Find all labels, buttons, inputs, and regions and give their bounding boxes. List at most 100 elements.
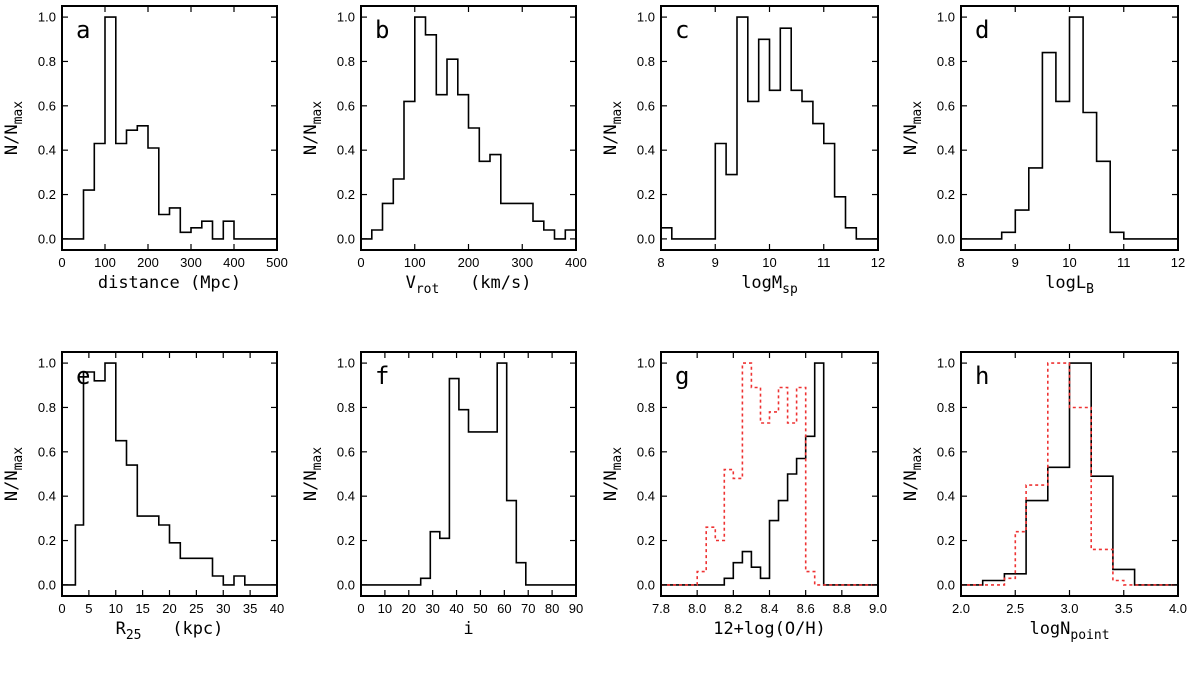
y-tick-label: 1.0 <box>337 356 355 371</box>
y-axis-label-sub: max <box>310 447 325 471</box>
x-tick-label: 9.0 <box>869 601 887 616</box>
y-axis-label-sub: max <box>610 101 625 125</box>
x-tick-label: 200 <box>137 255 159 270</box>
x-axis-label: 12+log(O/H) <box>713 619 826 639</box>
y-axis-label: N/Nmax <box>2 447 26 501</box>
x-tick-label: 10 <box>1062 255 1076 270</box>
y-tick-label: 0.6 <box>38 444 56 459</box>
y-axis-label-main: N/N <box>2 124 22 155</box>
x-axis-label-gap <box>142 619 173 639</box>
x-axis-label: logLB <box>1045 273 1094 297</box>
x-axis-label-main: R <box>116 619 127 639</box>
x-axis-label-unit: (kpc) <box>172 619 223 639</box>
y-tick-label: 0.4 <box>937 489 955 504</box>
x-axis-label-main: logL <box>1045 273 1086 293</box>
x-axis-label-main: distance (Mpc) <box>98 273 241 293</box>
y-axis-label-main: N/N <box>2 470 22 501</box>
x-tick-label: 25 <box>189 601 203 616</box>
panel-letter: a <box>76 16 90 44</box>
y-tick-label: 0.4 <box>337 143 355 158</box>
y-axis-label: N/Nmax <box>901 447 925 501</box>
plot-frame <box>61 5 278 251</box>
histogram-main-e <box>62 362 277 586</box>
y-axis-label-main: N/N <box>901 124 921 155</box>
y-tick-label: 0.8 <box>937 400 955 415</box>
x-axis-label-main: 12+log(O/H) <box>713 619 826 639</box>
x-axis-label: distance (Mpc) <box>98 273 241 293</box>
panel-letter: e <box>76 362 90 390</box>
x-axis-label: R25 (kpc) <box>116 619 224 643</box>
histogram-main-b <box>361 16 576 240</box>
y-tick-label: 1.0 <box>637 10 655 25</box>
y-tick-label: 0.2 <box>38 187 56 202</box>
x-axis-label-sub: rot <box>416 282 439 297</box>
histogram-main-f <box>361 362 576 586</box>
x-tick-label: 500 <box>266 255 288 270</box>
y-axis-label-sub: max <box>310 101 325 125</box>
y-tick-label: 0.4 <box>637 489 655 504</box>
y-axis-label-main: N/N <box>601 470 621 501</box>
x-tick-label: 8.2 <box>724 601 742 616</box>
x-tick-label: 7.8 <box>652 601 670 616</box>
x-tick-label: 70 <box>521 601 535 616</box>
y-axis-label: N/Nmax <box>2 101 26 155</box>
y-tick-label: 1.0 <box>337 10 355 25</box>
x-tick-label: 8 <box>657 255 664 270</box>
x-tick-label: 400 <box>223 255 245 270</box>
x-tick-label: 400 <box>565 255 587 270</box>
y-tick-label: 0.0 <box>38 231 56 246</box>
y-tick-label: 0.4 <box>337 489 355 504</box>
y-tick-label: 0.0 <box>937 231 955 246</box>
x-axis-label-sub: 25 <box>126 628 142 643</box>
y-axis-label-main: N/N <box>901 470 921 501</box>
y-tick-label: 0.2 <box>38 533 56 548</box>
x-tick-label: 35 <box>243 601 257 616</box>
x-tick-label: 3.5 <box>1115 601 1133 616</box>
y-axis-label-main: N/N <box>301 470 321 501</box>
x-tick-label: 2.0 <box>952 601 970 616</box>
x-tick-label: 11 <box>1117 255 1131 270</box>
y-tick-label: 0.8 <box>337 54 355 69</box>
y-tick-label: 0.8 <box>637 54 655 69</box>
panel-h: 2.0 2.5 3.0 3.5 4.0 0.0 0.2 0.4 0.6 0.8 1.0 h N/Nmax… <box>901 351 1187 643</box>
y-tick-label: 0.2 <box>637 187 655 202</box>
y-tick-label: 0.2 <box>337 187 355 202</box>
panel-d: 8 9 10 11 12 0.0 0.2 0.4 0.6 0.8 1.0 d N/Nmax logLB <box>901 5 1185 297</box>
y-tick-label: 1.0 <box>637 356 655 371</box>
y-axis-label-sub: max <box>11 101 26 125</box>
histogram-comparison-g <box>661 362 878 586</box>
y-tick-label: 0.2 <box>637 533 655 548</box>
panel-letter: h <box>975 362 989 390</box>
y-tick-label: 1.0 <box>937 10 955 25</box>
x-axis-label: Vrot (km/s) <box>406 273 532 297</box>
y-tick-label: 0.6 <box>337 444 355 459</box>
x-tick-label: 0 <box>357 601 364 616</box>
y-tick-label: 0.0 <box>337 231 355 246</box>
x-tick-label: 15 <box>135 601 149 616</box>
x-tick-label: 10 <box>378 601 392 616</box>
y-axis-label-sub: max <box>11 447 26 471</box>
x-tick-label: 12 <box>1171 255 1185 270</box>
panel-c: 8 9 10 11 12 0.0 0.2 0.4 0.6 0.8 1.0 c N/Nmax logMsp <box>601 5 885 297</box>
histogram-main-g <box>661 362 878 586</box>
y-tick-label: 0.6 <box>337 98 355 113</box>
histogram-main-d <box>961 16 1178 240</box>
x-tick-label: 90 <box>569 601 583 616</box>
x-axis-label-main: logM <box>741 273 782 293</box>
histogram-main-a <box>62 16 277 240</box>
x-axis-label: logNpoint <box>1029 619 1109 643</box>
panel-letter: g <box>675 362 689 390</box>
y-tick-label: 0.0 <box>637 577 655 592</box>
y-axis-label-main: N/N <box>601 124 621 155</box>
x-axis-label-main: logN <box>1029 619 1070 639</box>
x-tick-label: 200 <box>458 255 480 270</box>
x-tick-label: 9 <box>1012 255 1019 270</box>
x-tick-label: 20 <box>402 601 416 616</box>
y-tick-label: 0.2 <box>337 533 355 548</box>
y-tick-label: 1.0 <box>38 10 56 25</box>
y-tick-label: 0.4 <box>38 489 56 504</box>
y-tick-label: 0.2 <box>937 187 955 202</box>
y-axis-label-sub: max <box>910 447 925 471</box>
y-tick-label: 0.8 <box>937 54 955 69</box>
